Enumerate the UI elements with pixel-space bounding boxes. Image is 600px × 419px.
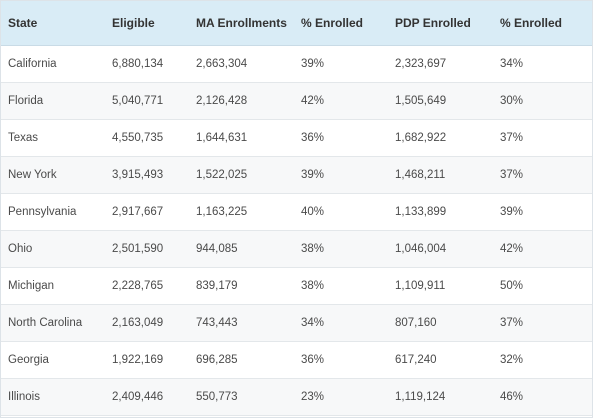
cell-pdp-enrolled: 1,109,911 — [388, 267, 493, 305]
header-eligible: Eligible — [105, 1, 189, 46]
header-ma-percent-enrolled: % Enrolled — [294, 1, 388, 46]
cell-pdp-percent: 37% — [493, 156, 592, 194]
cell-pdp-percent: 32% — [493, 341, 592, 379]
table-row: California 6,880,134 2,663,304 39% 2,323,697… — [1, 45, 592, 83]
cell-eligible: 2,409,446 — [105, 378, 189, 416]
cell-eligible: 2,917,667 — [105, 193, 189, 231]
cell-eligible: 4,550,735 — [105, 119, 189, 157]
table-row: Georgia 1,922,169 696,285 36% 617,240 32% — [1, 341, 592, 379]
cell-state: Texas — [1, 119, 105, 157]
cell-state: Ohio — [1, 230, 105, 268]
cell-eligible: 6,880,134 — [105, 45, 189, 83]
cell-pdp-percent: 39% — [493, 193, 592, 231]
table-row: Illinois 2,409,446 550,773 23% 1,119,124 46% — [1, 378, 592, 416]
table-row: Ohio 2,501,590 944,085 38% 1,046,004 42% — [1, 230, 592, 268]
cell-pdp-enrolled: 617,240 — [388, 341, 493, 379]
cell-pdp-percent: 37% — [493, 304, 592, 342]
cell-pdp-percent: 37% — [493, 119, 592, 157]
cell-ma-percent: 36% — [294, 341, 388, 379]
cell-ma-enrollments: 944,085 — [189, 230, 294, 268]
cell-ma-enrollments: 2,663,304 — [189, 45, 294, 83]
cell-eligible: 2,501,590 — [105, 230, 189, 268]
cell-state: Georgia — [1, 341, 105, 379]
cell-state: Pennsylvania — [1, 193, 105, 231]
cell-pdp-enrolled: 1,505,649 — [388, 82, 493, 120]
header-ma-enrollments: MA Enrollments — [189, 1, 294, 46]
table-row: Texas 4,550,735 1,644,631 36% 1,682,922 37% — [1, 119, 592, 157]
cell-ma-enrollments: 550,773 — [189, 378, 294, 416]
cell-eligible: 2,228,765 — [105, 267, 189, 305]
cell-state: New York — [1, 156, 105, 194]
cell-ma-percent: 39% — [294, 156, 388, 194]
cell-pdp-percent: 46% — [493, 378, 592, 416]
cell-pdp-enrolled: 807,160 — [388, 304, 493, 342]
table-row: New York 3,915,493 1,522,025 39% 1,468,211 37… — [1, 156, 592, 194]
header-pdp-enrolled: PDP Enrolled — [388, 1, 493, 46]
cell-state: Illinois — [1, 378, 105, 416]
cell-ma-enrollments: 1,644,631 — [189, 119, 294, 157]
cell-ma-percent: 40% — [294, 193, 388, 231]
cell-state: California — [1, 45, 105, 83]
cell-ma-enrollments: 696,285 — [189, 341, 294, 379]
cell-pdp-enrolled: 1,682,922 — [388, 119, 493, 157]
cell-ma-percent: 42% — [294, 82, 388, 120]
cell-pdp-enrolled: 2,323,697 — [388, 45, 493, 83]
cell-state: Michigan — [1, 267, 105, 305]
cell-pdp-percent: 42% — [493, 230, 592, 268]
cell-ma-percent: 34% — [294, 304, 388, 342]
header-pdp-percent-enrolled: % Enrolled — [493, 1, 592, 46]
cell-pdp-percent: 50% — [493, 267, 592, 305]
cell-pdp-percent: 30% — [493, 82, 592, 120]
cell-ma-enrollments: 839,179 — [189, 267, 294, 305]
header-row: State Eligible MA Enrollments % Enrolled… — [1, 1, 592, 46]
cell-ma-enrollments: 1,522,025 — [189, 156, 294, 194]
cell-ma-percent: 23% — [294, 378, 388, 416]
table-row: Florida 5,040,771 2,126,428 42% 1,505,649 30% — [1, 82, 592, 120]
cell-ma-percent: 39% — [294, 45, 388, 83]
cell-pdp-percent: 34% — [493, 45, 592, 83]
table-row: Pennsylvania 2,917,667 1,163,225 40% 1,133,8… — [1, 193, 592, 231]
cell-pdp-enrolled: 1,133,899 — [388, 193, 493, 231]
header-state: State — [1, 1, 105, 46]
cell-eligible: 2,163,049 — [105, 304, 189, 342]
cell-pdp-enrolled: 1,468,211 — [388, 156, 493, 194]
cell-eligible: 5,040,771 — [105, 82, 189, 120]
cell-eligible: 3,915,493 — [105, 156, 189, 194]
enrollment-table: State Eligible MA Enrollments % Enrolled… — [1, 1, 592, 416]
cell-eligible: 1,922,169 — [105, 341, 189, 379]
cell-pdp-enrolled: 1,119,124 — [388, 378, 493, 416]
cell-ma-percent: 38% — [294, 230, 388, 268]
table-body: California 6,880,134 2,663,304 39% 2,323,697… — [1, 45, 592, 416]
cell-state: Florida — [1, 82, 105, 120]
cell-ma-percent: 36% — [294, 119, 388, 157]
cell-ma-enrollments: 743,443 — [189, 304, 294, 342]
cell-state: North Carolina — [1, 304, 105, 342]
table-row: Michigan 2,228,765 839,179 38% 1,109,911 50% — [1, 267, 592, 305]
table-row: North Carolina 2,163,049 743,443 34% 807,160… — [1, 304, 592, 342]
cell-ma-enrollments: 1,163,225 — [189, 193, 294, 231]
cell-pdp-enrolled: 1,046,004 — [388, 230, 493, 268]
cell-ma-enrollments: 2,126,428 — [189, 82, 294, 120]
cell-ma-percent: 38% — [294, 267, 388, 305]
table-header: State Eligible MA Enrollments % Enrolled… — [1, 1, 592, 46]
